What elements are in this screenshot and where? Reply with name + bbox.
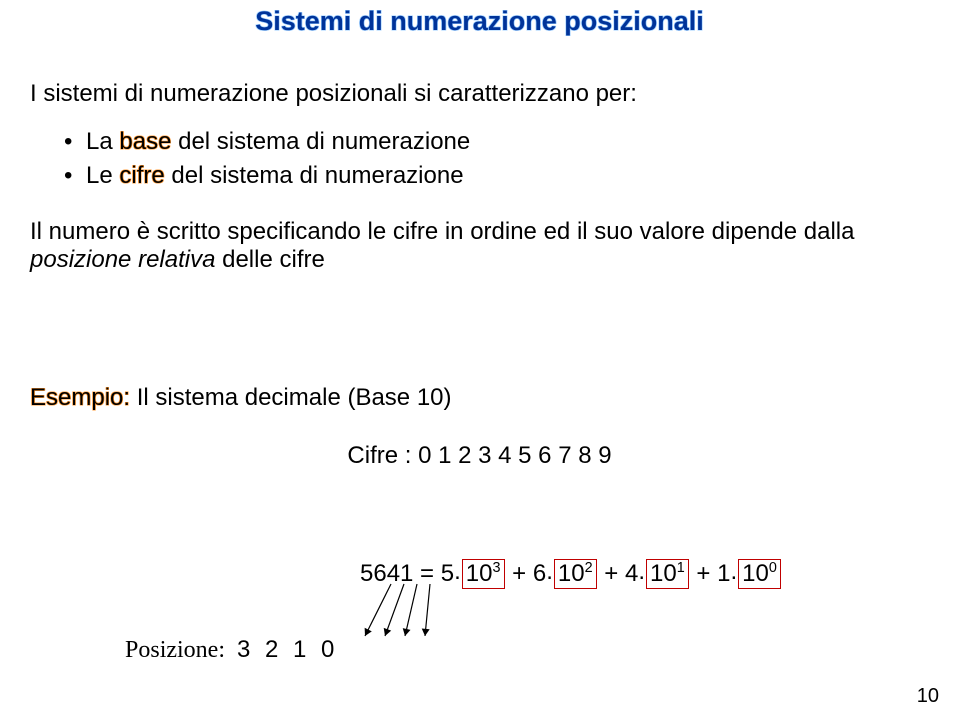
para-text-1: Il numero è scritto specificando le cifr… <box>30 218 854 245</box>
bullet-post: del sistema di numerazione <box>165 162 464 189</box>
bullet-item: La base del sistema di numerazione <box>64 128 929 156</box>
equation: 5641 = 5.103 + 6.102 + 4.101 + 1.100 <box>360 559 782 589</box>
position-row: Posizione: 3 2 1 0 <box>125 636 338 664</box>
paragraph: Il numero è scritto specificando le cifr… <box>30 218 929 274</box>
eq-dot: . <box>454 558 461 585</box>
eq-coef: 5 <box>441 560 454 587</box>
slide-body: I sistemi di numerazione posizionali si … <box>30 80 929 304</box>
bullet-keyword: base <box>119 128 171 155</box>
cifre-line: Cifre : 0 1 2 3 4 5 6 7 8 9 <box>30 442 929 470</box>
bullet-pre: Le <box>86 162 119 189</box>
eq-coef: 1 <box>717 560 730 587</box>
example-text: Il sistema decimale (Base 10) <box>130 384 451 411</box>
eq-dot: . <box>638 558 645 585</box>
para-emph: posizione relativa <box>30 246 215 273</box>
slide: Sistemi di numerazione posizionali I sis… <box>0 0 959 718</box>
eq-dot: . <box>730 558 737 585</box>
position-label: Posizione: <box>125 637 225 663</box>
eq-equals: = <box>413 560 440 587</box>
eq-boxed: 101 <box>646 559 689 589</box>
eq-boxed: 100 <box>738 559 781 589</box>
eq-coef: 6 <box>533 560 546 587</box>
bullet-pre: La <box>86 128 119 155</box>
eq-plus: + <box>690 560 717 587</box>
page-number: 10 <box>917 685 939 708</box>
example-area: Esempio: Il sistema decimale (Base 10) C… <box>30 384 929 684</box>
eq-boxed: 102 <box>554 559 597 589</box>
bullet-item: Le cifre del sistema di numerazione <box>64 162 929 190</box>
slide-title: Sistemi di numerazione posizionali <box>0 6 959 37</box>
bullet-post: del sistema di numerazione <box>171 128 470 155</box>
example-label: Esempio: <box>30 384 130 411</box>
eq-plus: + <box>598 560 625 587</box>
example-line: Esempio: Il sistema decimale (Base 10) <box>30 384 929 412</box>
eq-plus: + <box>506 560 533 587</box>
eq-lhs: 5641 <box>360 560 413 587</box>
eq-dot: . <box>546 558 553 585</box>
eq-boxed: 103 <box>462 559 505 589</box>
position-digits: 3 2 1 0 <box>237 636 338 663</box>
eq-coef: 4 <box>625 560 638 587</box>
bullet-list: La base del sistema di numerazione Le ci… <box>64 128 929 190</box>
para-text-2: delle cifre <box>215 246 324 273</box>
bullet-keyword: cifre <box>119 162 164 189</box>
intro-text: I sistemi di numerazione posizionali si … <box>30 80 929 108</box>
